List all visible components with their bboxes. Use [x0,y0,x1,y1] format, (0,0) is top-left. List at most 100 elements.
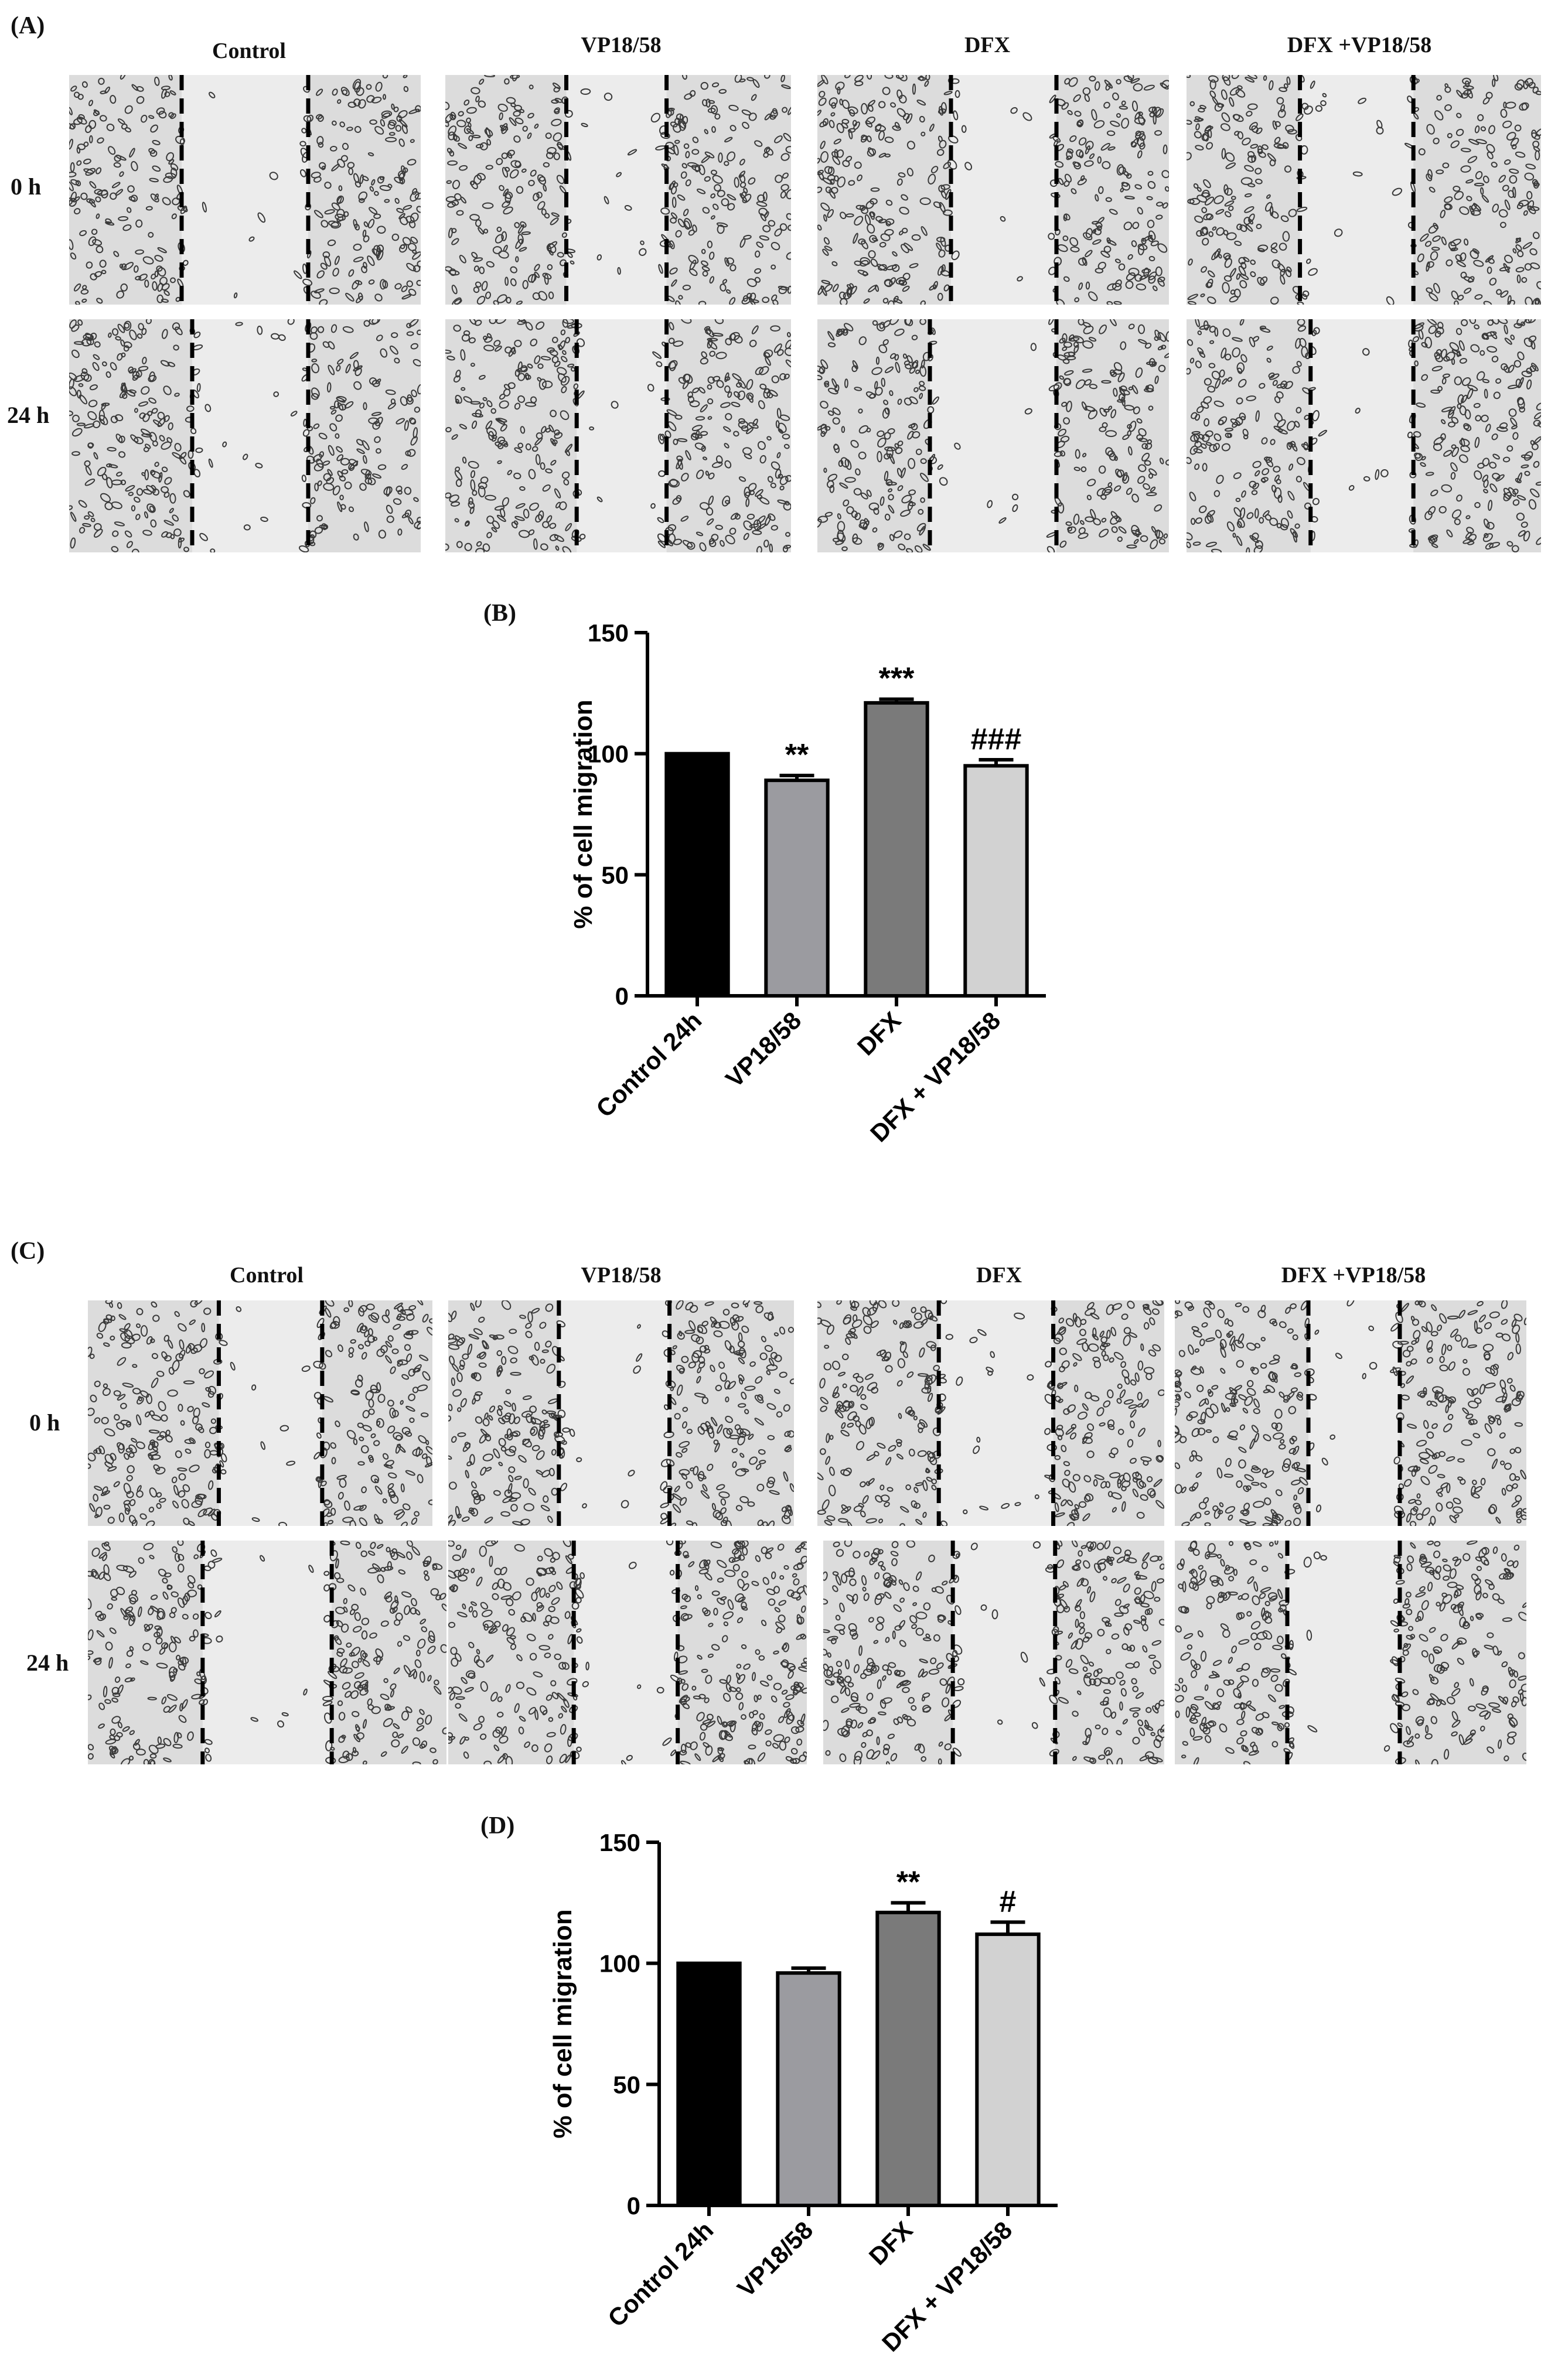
scratch-gap [1308,1300,1400,1526]
micrograph-texture [445,319,791,552]
bar [664,752,730,998]
micrograph-texture [88,1300,432,1526]
error-bar [879,697,914,703]
y-tick-label: 50 [613,2071,640,2098]
x-tick-label: VP18/58 [720,1006,806,1092]
micrograph-texture [69,319,421,552]
micrograph-c-combo-24h [1175,1541,1526,1764]
cell-texture [88,1300,432,1526]
y-axis-label: % of cell migration [569,699,598,928]
x-tick-label: Control 24h [602,2216,718,2332]
cell-texture [448,1300,794,1526]
micrograph-texture [445,75,791,305]
scratch-gap [182,75,308,305]
micrograph-a-dfx-24h [817,319,1169,552]
significance-label: ** [785,738,809,772]
scratch-gap [574,1541,678,1764]
panel-c-label: (C) [11,1238,45,1265]
cell-texture [69,319,421,552]
panel-a-row-label-24h: 24 h [7,402,50,428]
cell-texture [445,319,791,552]
y-tick-label: 150 [588,619,629,647]
micrograph-c-dfx-24h [823,1541,1164,1764]
panel-a-row-label-0h: 0 h [11,173,42,200]
significance-label: *** [879,662,915,696]
bar [875,1910,941,2207]
micrograph-texture [1187,319,1541,552]
significance-label: ### [971,722,1022,756]
micrograph-c-vp-0h [448,1300,794,1526]
significance-label: ** [896,1865,921,1899]
scratch-gap [1287,1541,1400,1764]
cell-texture [1175,1541,1526,1764]
panel-c-col-title-control: Control [230,1263,304,1288]
scratch-gap [566,75,667,305]
panel-c-col-title-combo: DFX +VP18/58 [1281,1263,1426,1288]
scratch-gap [219,1300,322,1526]
micrograph-c-combo-0h [1175,1300,1526,1526]
y-tick-label: 100 [588,740,629,768]
micrograph-texture [88,1541,446,1764]
x-tick-label: DFX [852,1006,906,1061]
cell-texture [817,319,1169,552]
cell-texture [69,75,421,305]
micrograph-texture [69,75,421,305]
bar [676,1961,742,2207]
panel-c-col-title-vp: VP18/58 [581,1263,662,1288]
micrograph-texture [1175,1541,1526,1764]
bar [975,1932,1041,2207]
cell-texture [445,75,791,305]
micrograph-a-combo-0h [1187,75,1541,305]
y-tick-label: 0 [627,2192,640,2219]
micrograph-a-vp-0h [445,75,791,305]
x-tick-label: DFX [864,2216,918,2270]
scratch-gap [939,1300,1054,1526]
chart-d: (D) 0 50 100 150 % of cell migration Control 2… [480,1813,1058,2357]
x-tick-label: VP18/58 [732,2216,818,2302]
panel-a-col-title-combo: DFX +VP18/58 [1287,33,1432,57]
panel-label: (D) [480,1813,514,1839]
bar [764,778,830,998]
micrograph-c-control-0h [88,1300,432,1526]
micrograph-texture [817,75,1169,305]
panel-c-col-title-dfx: DFX [976,1263,1022,1288]
scratch-gap [558,1300,670,1526]
significance-label: # [1000,1884,1017,1918]
panel-a-col-title-dfx: DFX [964,33,1011,57]
panel-a-col-title-control: Control [212,39,286,63]
error-bar [979,758,1014,766]
micrograph-c-dfx-0h [817,1300,1164,1526]
micrograph-texture [823,1541,1164,1764]
panel-c-row-label-0h: 0 h [29,1409,60,1436]
micrograph-a-control-0h [69,75,421,305]
bar [963,764,1029,998]
micrograph-texture [1175,1300,1526,1526]
micrograph-texture [817,1300,1164,1526]
micrograph-texture [448,1541,807,1764]
scratch-gap [1310,319,1414,552]
bar [776,1971,841,2207]
scratch-gap [192,319,308,552]
x-tick-label: Control 24h [591,1006,707,1122]
error-bar [791,1966,826,1973]
bar [864,701,929,998]
error-bar [891,1901,926,1913]
panel-a-col-title-vp: VP18/58 [581,33,662,57]
y-axis-label: % of cell migration [548,1909,577,2138]
micrograph-a-dfx-0h [817,75,1169,305]
micrograph-c-vp-24h [448,1541,807,1764]
error-bar [779,773,814,781]
y-tick-label: 50 [601,861,629,889]
micrograph-texture [1187,75,1541,305]
cell-texture [817,75,1169,305]
y-tick-label: 100 [599,1950,640,1978]
cell-texture [1175,1300,1526,1526]
scratch-gap [951,75,1056,305]
scratch-gap [577,319,667,552]
micrograph-a-control-24h [69,319,421,552]
error-bar [990,1920,1025,1935]
micrograph-texture [448,1300,794,1526]
micrograph-c-control-24h [88,1541,446,1764]
panel-a-label: (A) [11,12,45,39]
micrograph-a-vp-24h [445,319,791,552]
